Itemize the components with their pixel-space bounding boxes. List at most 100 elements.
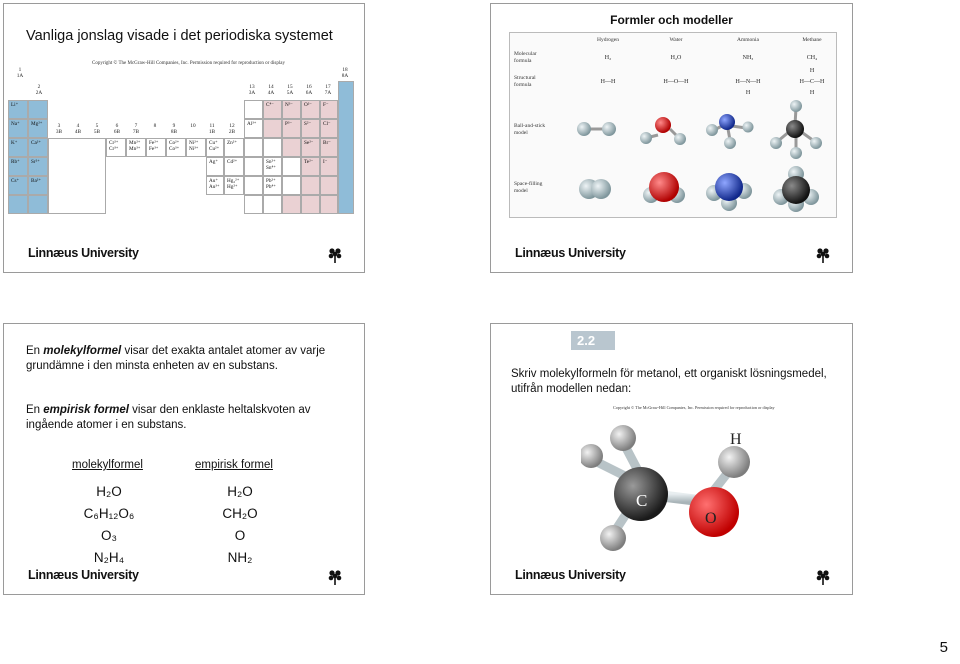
definition-molecular: En molekylformel visar det exakta antale… [26,345,326,372]
molecule-models-graphic [577,100,822,212]
university-logo: Linnæus University [515,568,626,582]
slide-title: Vanliga jonslag visade i det periodiska … [26,28,333,44]
noble-gas-column [338,81,354,214]
hydrogen-atom [581,444,603,468]
slide-periodic-ions: Vanliga jonslag visade i det periodiska … [3,3,365,273]
atom-label-o: O [705,510,717,527]
ion-cell-f: F⁻ [320,100,338,119]
ion-cell-mg: Mg²⁺ [28,119,48,138]
molecular-formula: H₂O [670,55,682,61]
ion-cell-pb: Pb²⁺ Pb⁴⁺ [263,176,282,195]
h2o-space-filling [643,172,685,203]
ion-cell-cr: Cr²⁺ Cr³⁺ [106,138,126,157]
empty-cell [244,100,263,119]
group-label: 11 1B [208,123,216,135]
ion-cell-na: Na⁺ [8,119,28,138]
empty-cell [244,138,263,157]
group-label: 2 2A [35,84,43,96]
empty-cell [244,195,263,214]
hydrogen-atom [610,425,636,451]
structural-formula-part: H [809,68,815,74]
empirical-formula: CH₂O [222,506,258,521]
column-heading-empirical: empirisk formel [195,459,273,471]
empty-cell [263,119,282,138]
structural-formula-part: H [745,90,751,96]
empty-block [48,138,106,214]
column-header: Ammonia [737,37,759,43]
empty-cell [28,100,48,119]
slide-formulas-models: Formler och modeller Hydrogen Water Ammo… [490,3,853,273]
molecular-formula: C₆H₁₂O₆ [83,506,135,521]
ion-cell-se: Se²⁻ [301,138,320,157]
group-label: 9 8B [170,123,178,135]
empirical-formula: O [234,528,246,543]
ion-cell-li: Li⁺ [8,100,28,119]
ion-cell-ni: Ni²⁺ Ni³⁺ [186,138,206,157]
slide-title: Formler och modeller [610,13,733,27]
empirical-formula: NH₂ [227,550,253,565]
h2o-ball-stick [640,117,686,145]
ion-cell-cd: Cd²⁺ [224,157,244,176]
tree-logo-icon [328,248,342,263]
molecular-formula: O₃ [101,528,117,543]
ch4-space-filling [773,166,819,212]
slide-formula-definitions: En molekylformel visar det exakta antale… [3,323,365,595]
ion-cell-sr: Sr²⁺ [28,157,48,176]
column-header: Water [669,37,683,43]
ion-cell-cs: Cs⁺ [8,176,28,195]
ion-cell-n: N³⁻ [282,100,301,119]
group-label: 8 [153,123,157,129]
group-label: 13 3A [248,84,256,96]
group-label: 5 5B [93,123,101,135]
molecular-formula: N₂H₄ [93,550,125,565]
row-label: Molecular formula [514,51,537,64]
group-label: 1 1A [16,67,24,79]
group-label: 7 7B [132,123,140,135]
ion-cell-br: Br⁻ [320,138,338,157]
group-label: 14 4A [267,84,275,96]
ion-cell-rb: Rb⁺ [8,157,28,176]
structural-formula: H—N—H [735,79,761,85]
molecular-formula: NH₃ [742,55,754,61]
ion-cell-o: O²⁻ [301,100,320,119]
group-label: 6 6B [113,123,121,135]
ion-cell-ag: Ag⁺ [206,157,224,176]
row-label: Space-filling model [514,181,543,194]
tree-logo-icon [328,570,342,585]
definition-empirical: En empirisk formel visar den enklaste he… [26,404,311,431]
oxygen-atom [689,487,739,537]
ion-cell-p: P³⁻ [282,119,301,138]
ion-cell-i: I⁻ [320,157,338,176]
empty-cell [28,195,48,214]
group-label: 18 8A [341,67,349,79]
empty-cell [282,157,301,176]
carbon-atom [614,467,668,521]
group-label: 17 7A [324,84,332,96]
molecular-formula: H₂O [96,484,122,499]
column-header: Methane [802,37,822,43]
tree-logo-icon [816,248,830,263]
ion-cell-ba: Ba²⁺ [28,176,48,195]
structural-formula: H—H [600,79,616,85]
structural-formula: H—C—H [799,79,825,85]
hydrogen-atom [718,446,750,478]
methanol-model-graphic: C O H [581,425,750,551]
structural-formula-part: H [809,90,815,96]
molecular-formula: H₂ [604,55,612,61]
group-label: 15 5A [286,84,294,96]
ch4-ball-stick [770,100,822,159]
molecule-models-figure: Hydrogen Water Ammonia Methane Molecular… [509,32,837,218]
column-header: Hydrogen [597,37,619,43]
empty-cell [263,195,282,214]
ion-cell-sn: Sn²⁺ Sn⁴⁺ [263,157,282,176]
empty-cell [282,138,301,157]
ion-cell-fe: Fe²⁺ Fe³⁺ [146,138,166,157]
university-logo: Linnæus University [515,246,626,260]
empty-cell [301,195,320,214]
hydrogen-atom [600,525,626,551]
group-label: 4 4B [74,123,82,135]
ion-cell-cu: Cu⁺ Cu²⁺ [206,138,224,157]
page-number: 5 [939,639,948,656]
exercise-text: Skriv molekylformeln för metanol, ett or… [511,368,827,395]
slide-methanol-exercise: 2.2 Skriv molekylformeln för metanol, et… [490,323,853,595]
